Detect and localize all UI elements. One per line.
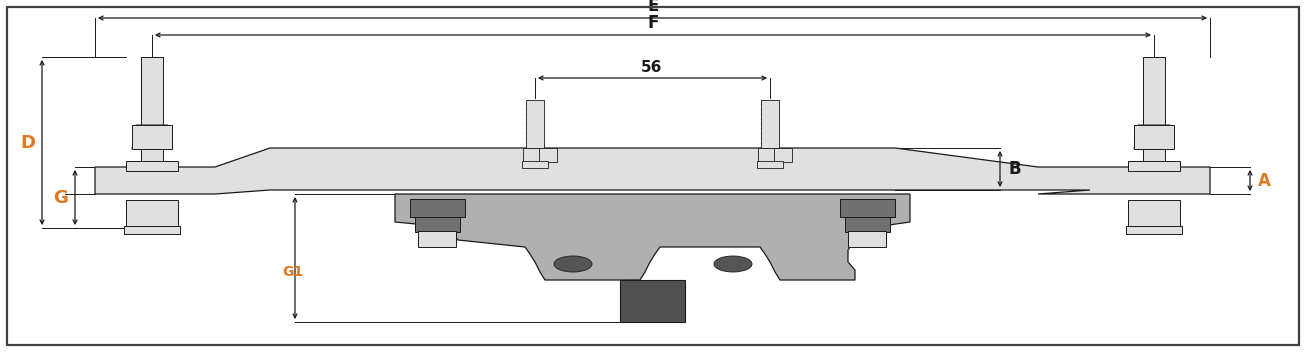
- Bar: [539, 148, 556, 162]
- Bar: [1128, 161, 1181, 171]
- Bar: [522, 148, 541, 162]
- Bar: [125, 161, 178, 171]
- Ellipse shape: [714, 256, 752, 272]
- Bar: [418, 231, 456, 247]
- Text: G1: G1: [282, 265, 303, 279]
- Text: G: G: [54, 189, 68, 207]
- Bar: [757, 148, 776, 162]
- Bar: [757, 161, 784, 168]
- Polygon shape: [132, 125, 172, 149]
- Polygon shape: [394, 194, 910, 280]
- Bar: [845, 217, 889, 232]
- Bar: [774, 148, 791, 162]
- Bar: [125, 200, 178, 226]
- Text: A: A: [1258, 172, 1271, 190]
- Bar: [410, 199, 465, 217]
- Bar: [1128, 200, 1181, 226]
- Bar: [415, 217, 460, 232]
- Polygon shape: [95, 148, 1209, 194]
- Text: D: D: [21, 134, 35, 152]
- Polygon shape: [1134, 125, 1174, 149]
- Bar: [522, 161, 549, 168]
- Bar: [141, 57, 163, 167]
- Bar: [620, 280, 686, 322]
- Text: E: E: [648, 0, 658, 15]
- Bar: [132, 125, 172, 149]
- Bar: [1143, 57, 1165, 167]
- Text: 56: 56: [641, 60, 662, 75]
- Text: F: F: [648, 14, 658, 32]
- Bar: [848, 231, 885, 247]
- Bar: [1134, 125, 1174, 149]
- Bar: [1126, 226, 1182, 234]
- Bar: [526, 100, 545, 148]
- Text: B: B: [1008, 160, 1020, 178]
- Ellipse shape: [554, 256, 592, 272]
- Bar: [761, 100, 778, 148]
- Bar: [124, 226, 180, 234]
- Bar: [840, 199, 895, 217]
